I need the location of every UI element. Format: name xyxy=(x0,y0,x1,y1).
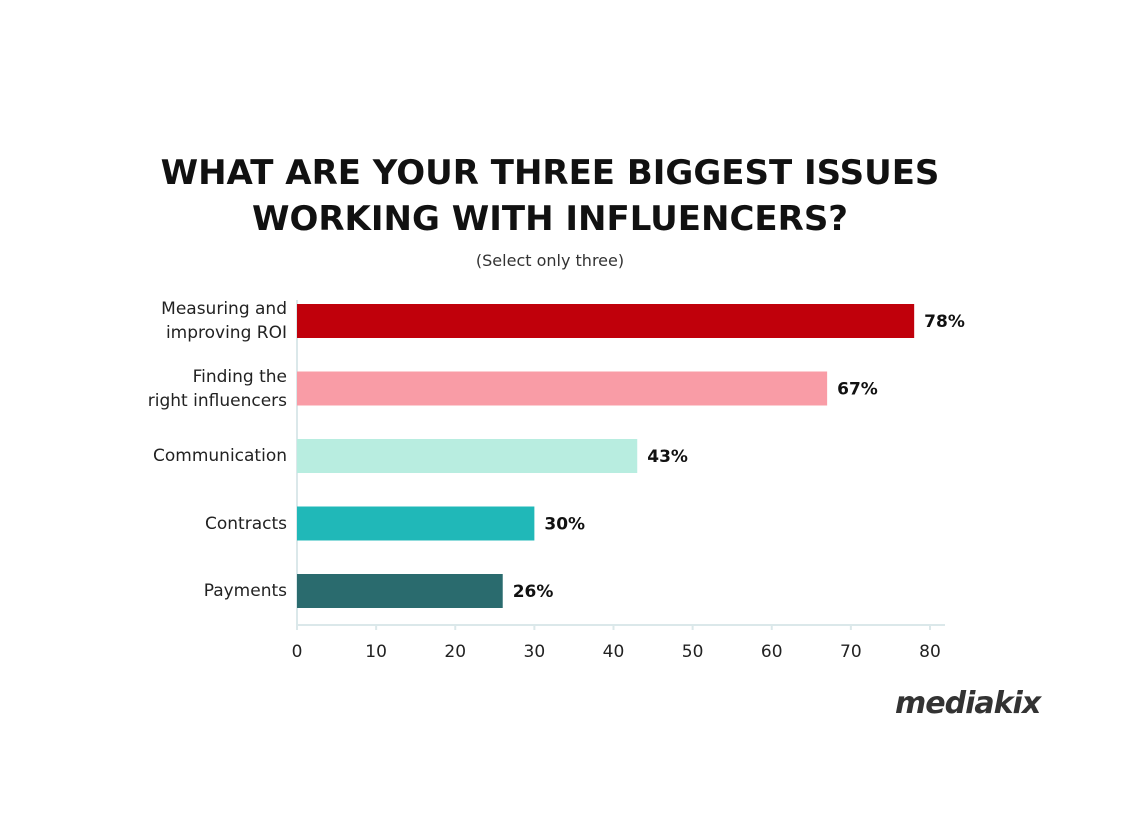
x-tick-label: 40 xyxy=(603,642,625,662)
logo: mediakix xyxy=(895,686,1041,721)
value-label: 26% xyxy=(513,582,554,602)
chart-title: WHAT ARE YOUR THREE BIGGEST ISSUES WORKI… xyxy=(160,153,940,239)
x-tick-label: 30 xyxy=(524,642,546,662)
bar xyxy=(297,439,638,473)
category-label: Contracts xyxy=(205,513,287,534)
x-tick-label: 50 xyxy=(682,642,704,662)
x-tick-label: 80 xyxy=(919,642,941,662)
x-tick-label: 0 xyxy=(292,642,303,662)
x-tick-label: 20 xyxy=(444,642,466,662)
value-label: 30% xyxy=(544,515,585,535)
value-label: 43% xyxy=(647,447,688,467)
value-label: 78% xyxy=(924,312,965,332)
value-label: 67% xyxy=(837,380,878,400)
x-tick-label: 60 xyxy=(761,642,783,662)
category-label: Payments xyxy=(203,581,287,601)
category-label: Communication xyxy=(153,446,287,466)
bar xyxy=(297,371,828,406)
category-label: Measuring and improving ROI xyxy=(161,299,287,343)
category-label: Finding the right influencers xyxy=(147,366,287,411)
bar xyxy=(297,574,503,608)
x-tick-label: 70 xyxy=(840,642,862,662)
chart-subtitle: (Select only three) xyxy=(475,251,625,270)
bar xyxy=(297,304,915,338)
x-tick-label: 10 xyxy=(365,642,387,662)
bar xyxy=(297,506,535,541)
